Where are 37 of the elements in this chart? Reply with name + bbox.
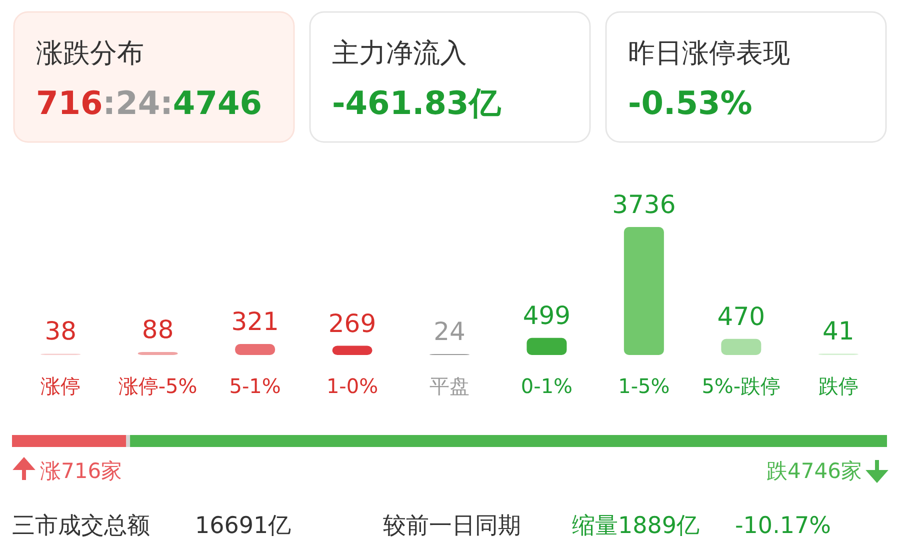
x-tick-label: 1-5% <box>618 374 670 398</box>
text: 主力净流入 <box>332 38 467 69</box>
data-label: 3736 <box>612 190 676 219</box>
x-tick-label: 0-1% <box>520 374 573 398</box>
text: 较前一日同期 <box>383 513 521 539</box>
x-tick-label: 5-1% <box>229 374 281 398</box>
x-tick-label: 涨停 <box>40 374 81 398</box>
text: -0.53% <box>628 84 752 122</box>
bar <box>332 346 372 355</box>
text: 缩量1889亿 <box>572 513 700 539</box>
data-label: 88 <box>142 314 174 344</box>
text: 三市成交总额 <box>12 513 150 539</box>
data-label: 41 <box>822 316 854 346</box>
bar <box>235 344 276 355</box>
data-label: 269 <box>328 308 376 338</box>
x-tick-label: 跌停 <box>818 374 858 398</box>
data-label: 470 <box>717 302 766 331</box>
text: 716:24:4746 <box>36 84 262 122</box>
x-tick-label: 涨停-5% <box>118 374 198 398</box>
text: 涨716家 <box>40 459 122 483</box>
text: 16691亿 <box>195 513 292 539</box>
x-tick-label: 1-0% <box>326 374 378 398</box>
bar <box>526 338 567 355</box>
x-tick-label: 5%-跌停 <box>702 374 781 398</box>
data-label: 24 <box>434 317 466 346</box>
text: 跌4746家 <box>766 459 862 483</box>
bar <box>138 352 178 355</box>
text: 涨跌分布 <box>36 38 144 69</box>
text: -10.17% <box>735 513 831 539</box>
data-label: 499 <box>522 300 571 330</box>
bar <box>624 227 664 355</box>
data-label: 38 <box>44 316 77 346</box>
x-tick-label: 平盘 <box>430 374 470 398</box>
bar <box>721 338 762 355</box>
text: 昨日涨停表现 <box>628 38 790 69</box>
data-label: 321 <box>231 307 279 336</box>
text: -461.83亿 <box>332 84 502 122</box>
